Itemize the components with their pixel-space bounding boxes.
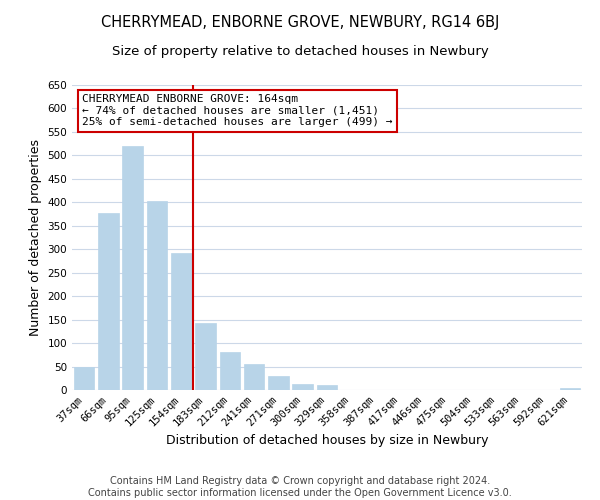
Text: Size of property relative to detached houses in Newbury: Size of property relative to detached ho… [112, 45, 488, 58]
X-axis label: Distribution of detached houses by size in Newbury: Distribution of detached houses by size … [166, 434, 488, 447]
Bar [244, 364, 265, 390]
Bar [292, 384, 313, 390]
Text: CHERRYMEAD, ENBORNE GROVE, NEWBURY, RG14 6BJ: CHERRYMEAD, ENBORNE GROVE, NEWBURY, RG14… [101, 15, 499, 30]
Bar [195, 323, 216, 390]
Bar [146, 201, 167, 390]
Bar [268, 376, 289, 390]
Bar [74, 366, 94, 390]
Bar [220, 352, 240, 390]
Bar [560, 388, 580, 390]
Bar [171, 252, 191, 390]
Y-axis label: Number of detached properties: Number of detached properties [29, 139, 42, 336]
Bar [98, 212, 119, 390]
Text: CHERRYMEAD ENBORNE GROVE: 164sqm
← 74% of detached houses are smaller (1,451)
25: CHERRYMEAD ENBORNE GROVE: 164sqm ← 74% o… [82, 94, 392, 128]
Bar [122, 146, 143, 390]
Text: Contains HM Land Registry data © Crown copyright and database right 2024.
Contai: Contains HM Land Registry data © Crown c… [88, 476, 512, 498]
Bar [317, 386, 337, 390]
